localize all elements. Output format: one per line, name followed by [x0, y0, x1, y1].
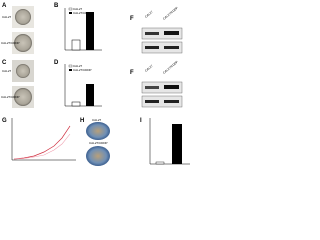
- panel-letter: F: [130, 70, 134, 76]
- legend-swatch: [69, 12, 72, 14]
- image-label: CAL27: [2, 15, 12, 19]
- band: [145, 32, 159, 35]
- stained-section: [86, 146, 110, 166]
- spheroid: [15, 9, 31, 25]
- panel-letter: C: [2, 60, 7, 66]
- panel-letter: I: [140, 118, 142, 124]
- spheroid: [16, 64, 30, 78]
- panel-letter: G: [2, 118, 7, 124]
- legend-label: CAL27/CDDP: [73, 11, 92, 15]
- blot: [141, 41, 183, 54]
- image-label: CAL27: [2, 69, 12, 73]
- lane-label: CAL27: [144, 64, 154, 73]
- lane-label: CAL27/CDDP: [162, 6, 179, 21]
- band: [145, 100, 159, 103]
- legend-label: CAL27: [73, 7, 83, 11]
- image-label: CAL27/CDDP: [89, 141, 108, 145]
- bar: [86, 84, 94, 106]
- blot: [141, 81, 183, 94]
- bar: [71, 39, 81, 51]
- bar: [71, 101, 81, 107]
- bar: [172, 124, 182, 164]
- axes: [149, 118, 190, 165]
- panel-letter: H: [80, 118, 84, 124]
- growth-curve: [13, 125, 71, 160]
- legend-swatch: [68, 7, 73, 11]
- panel-letter: D: [54, 60, 59, 66]
- image-label: CAL27: [92, 118, 102, 122]
- legend-label: CAL27/CDDP: [73, 68, 92, 72]
- axes: [64, 64, 102, 107]
- bar: [86, 12, 94, 50]
- bar: [155, 161, 165, 165]
- band: [145, 86, 159, 89]
- spheroid: [14, 34, 32, 52]
- legend-swatch: [68, 64, 73, 68]
- blot: [141, 95, 183, 108]
- image-label: CAL27/CDDP: [1, 41, 20, 45]
- band: [164, 46, 179, 49]
- image-label: CAL27/CDDP: [1, 95, 20, 99]
- figure: A CAL27 CAL27/CDDP B CAL27 CAL27/CDDP F …: [1, 3, 190, 166]
- band: [164, 31, 179, 35]
- blot: [141, 27, 183, 40]
- lane-label: CAL27: [144, 10, 154, 19]
- band: [164, 85, 179, 89]
- axes: [11, 118, 76, 161]
- stained-section: [86, 122, 110, 140]
- growth-curve: [13, 133, 71, 160]
- band: [145, 46, 159, 49]
- legend-swatch: [69, 69, 72, 71]
- band: [164, 100, 179, 103]
- panel-letter: B: [54, 3, 59, 9]
- lane-label: CAL27/CDDP: [162, 60, 179, 75]
- panel-letter: F: [130, 16, 134, 22]
- panel-letter: A: [2, 3, 7, 9]
- spheroid: [14, 88, 32, 106]
- legend-label: CAL27: [73, 64, 83, 68]
- axes: [64, 8, 102, 51]
